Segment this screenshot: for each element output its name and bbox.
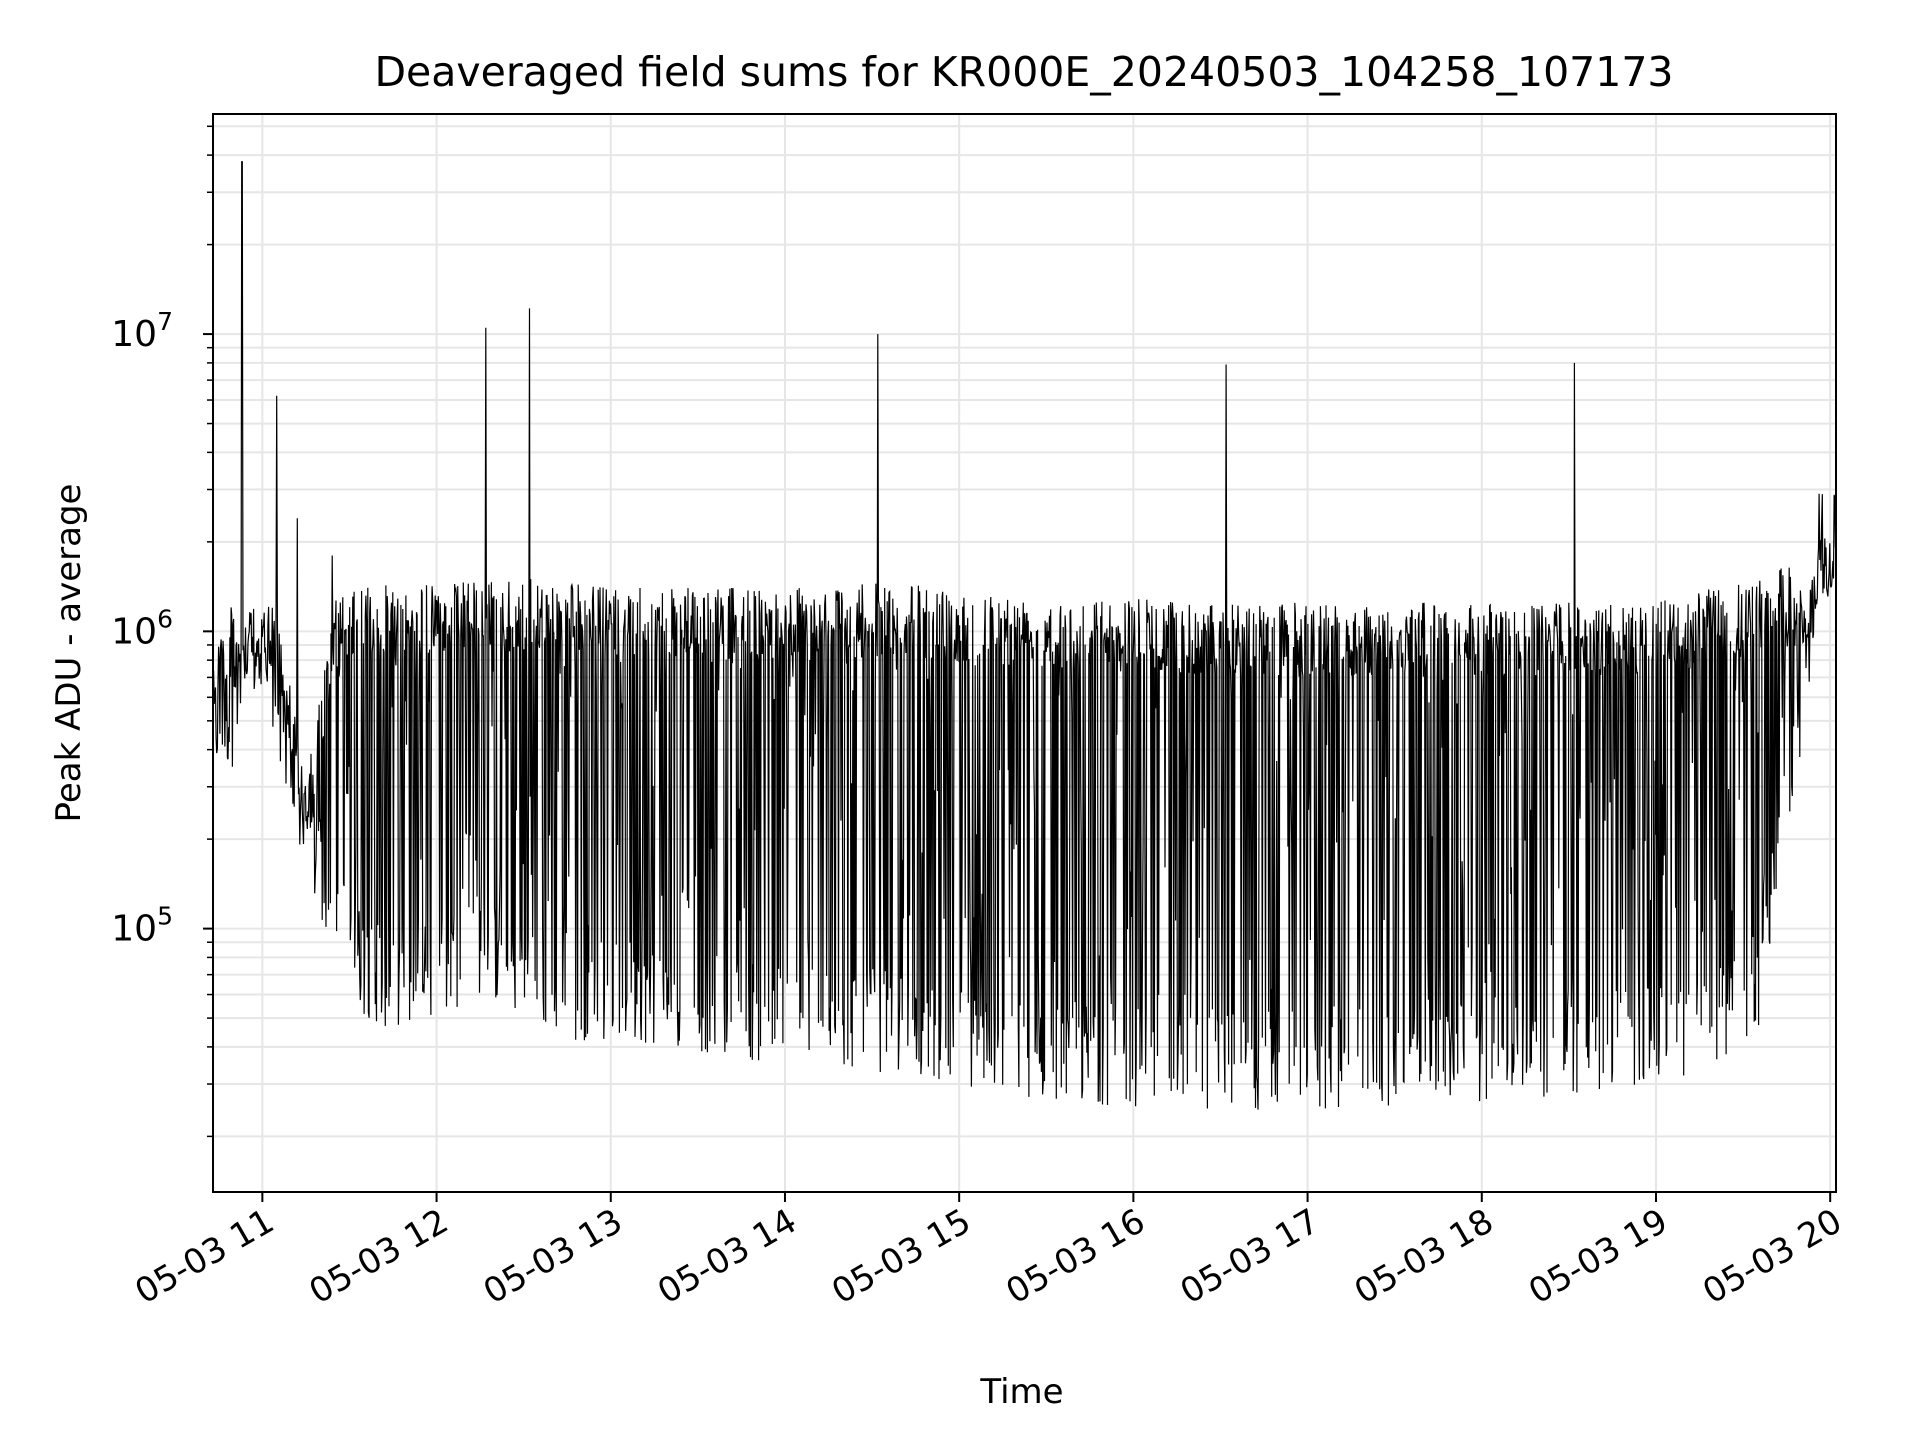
y-tick-base: 10 bbox=[111, 909, 157, 950]
series-line bbox=[213, 161, 1836, 1110]
x-axis-label: Time bbox=[979, 1372, 1063, 1412]
y-tick-base: 10 bbox=[111, 314, 157, 355]
y-tick-label: 105 bbox=[111, 902, 173, 950]
y-tick-exponent: 5 bbox=[157, 902, 173, 931]
y-tick-label: 106 bbox=[111, 604, 173, 652]
y-tick-exponent: 6 bbox=[157, 604, 173, 633]
y-tick-base: 10 bbox=[111, 611, 157, 652]
y-tick-exponent: 7 bbox=[157, 307, 173, 336]
plot-frame bbox=[212, 113, 1837, 1193]
y-axis-label: Peak ADU - average bbox=[49, 484, 89, 823]
chart-title: Deaveraged field sums for KR000E_2024050… bbox=[374, 48, 1673, 96]
y-tick-label: 107 bbox=[111, 307, 173, 355]
series-path bbox=[213, 161, 1836, 1110]
